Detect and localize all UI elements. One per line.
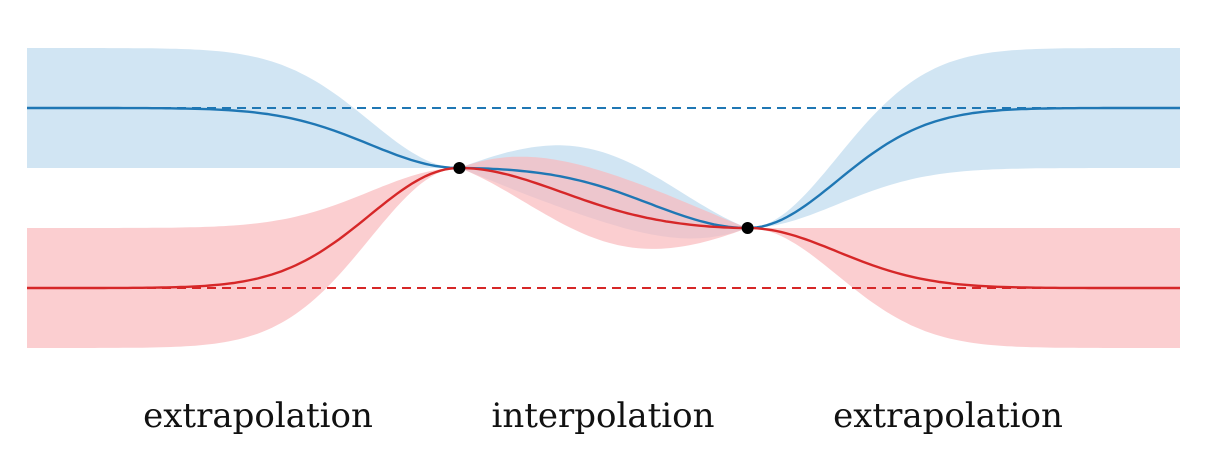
observation-points (453, 162, 754, 234)
uncertainty-band-0 (27, 48, 1180, 239)
uncertainty-bands (27, 48, 1180, 348)
label-extrapolation-right: extrapolation (833, 396, 1063, 436)
posterior-mean-curve-0 (27, 106, 1180, 230)
label-extrapolation-left: extrapolation (143, 396, 373, 436)
posterior-mean-curve-1 (27, 166, 1180, 290)
posterior-mean-curves (27, 106, 1180, 290)
observation-point-1 (741, 222, 754, 234)
observation-point-0 (453, 162, 466, 174)
prior-mean-lines (27, 107, 1180, 289)
uncertainty-band-1 (27, 156, 1180, 348)
label-interpolation: interpolation (491, 396, 715, 436)
